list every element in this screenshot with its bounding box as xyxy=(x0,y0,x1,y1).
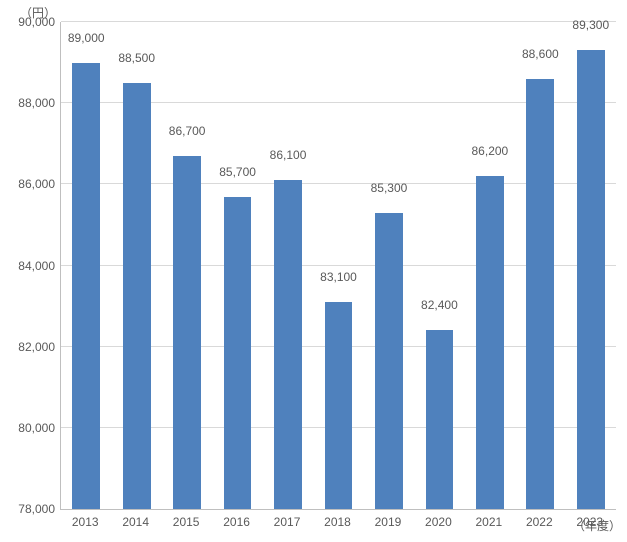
bar xyxy=(224,197,252,509)
y-tick-label: 78,000 xyxy=(5,502,55,516)
y-tick-label: 80,000 xyxy=(5,421,55,435)
bar xyxy=(476,176,504,509)
bar-value-label: 86,100 xyxy=(270,148,307,162)
bar-value-label: 86,200 xyxy=(472,144,509,158)
bar xyxy=(375,213,403,509)
bar xyxy=(274,180,302,509)
y-tick-label: 84,000 xyxy=(5,259,55,273)
y-tick-label: 82,000 xyxy=(5,340,55,354)
plot-area: 89,000 88,500 86,700 85,700 86,100 83,100 85,3… xyxy=(60,22,616,510)
bar xyxy=(426,330,454,509)
x-tick-label: 2017 xyxy=(274,515,301,529)
bar-value-label: 88,500 xyxy=(118,51,155,65)
x-tick-label: 2021 xyxy=(476,515,503,529)
bar-value-label: 89,300 xyxy=(572,18,609,32)
grid-line xyxy=(61,21,616,22)
bar-value-label: 86,700 xyxy=(169,124,206,138)
x-tick-label: 2016 xyxy=(223,515,250,529)
bar-value-label: 85,300 xyxy=(371,181,408,195)
y-tick-label: 90,000 xyxy=(5,15,55,29)
bar-value-label: 82,400 xyxy=(421,298,458,312)
bar-value-label: 89,000 xyxy=(68,31,105,45)
bar xyxy=(526,79,554,509)
bar xyxy=(325,302,353,509)
bar-value-label: 83,100 xyxy=(320,270,357,284)
y-tick-label: 86,000 xyxy=(5,177,55,191)
x-tick-label: 2019 xyxy=(375,515,402,529)
bar xyxy=(72,63,100,509)
y-tick-label: 88,000 xyxy=(5,96,55,110)
bar-value-label: 88,600 xyxy=(522,47,559,61)
x-tick-label: 2013 xyxy=(72,515,99,529)
bar xyxy=(123,83,151,509)
x-tick-label: 2014 xyxy=(122,515,149,529)
bar xyxy=(173,156,201,509)
bar-value-label: 85,700 xyxy=(219,165,256,179)
x-tick-label: 2018 xyxy=(324,515,351,529)
x-tick-label: 2023 xyxy=(576,515,603,529)
bar-chart: （円） （年度） 89,00088,50086,70085,70086,1008… xyxy=(0,0,627,542)
x-tick-label: 2020 xyxy=(425,515,452,529)
bar xyxy=(577,50,605,509)
x-tick-label: 2022 xyxy=(526,515,553,529)
x-tick-label: 2015 xyxy=(173,515,200,529)
